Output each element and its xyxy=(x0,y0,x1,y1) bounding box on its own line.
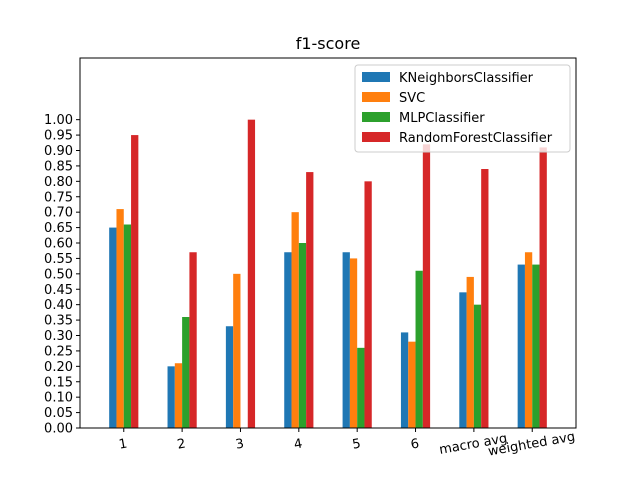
y-tick-label: 0.40 xyxy=(44,298,73,313)
y-tick-label: 0.95 xyxy=(44,129,73,144)
bar-RandomForestClassifier-6 xyxy=(422,144,431,429)
legend-label: MLPClassifier xyxy=(399,111,485,126)
legend-swatch xyxy=(362,72,390,82)
bar-MLPClassifier-weighted-avg xyxy=(532,264,540,428)
bar-KNeighborsClassifier-3 xyxy=(225,326,234,428)
x-tick-label: 1 xyxy=(118,436,129,452)
bar-KNeighborsClassifier-5 xyxy=(342,252,350,428)
x-tick-label: 6 xyxy=(410,436,421,452)
y-tick-label: 0.80 xyxy=(44,175,73,190)
bar-SVC-macro-avg xyxy=(466,276,474,428)
bar-RandomForestClassifier-5 xyxy=(364,181,372,428)
legend-label: RandomForestClassifier xyxy=(399,131,553,146)
x-tick-label: 3 xyxy=(234,436,245,452)
bar-MLPClassifier-2 xyxy=(182,317,190,428)
bar-KNeighborsClassifier-weighted-avg xyxy=(517,264,525,428)
bar-MLPClassifier-4 xyxy=(298,243,307,428)
y-tick-label: 0.00 xyxy=(44,422,73,437)
legend: KNeighborsClassifier SVC MLPClassifier Rand… xyxy=(354,64,571,153)
y-tick-label: 0.30 xyxy=(44,329,73,344)
bar-KNeighborsClassifier-2 xyxy=(167,366,175,428)
bar-KNeighborsClassifier-6 xyxy=(400,332,409,428)
bar-SVC-5 xyxy=(349,258,358,428)
y-tick-label: 0.70 xyxy=(44,206,73,221)
y-tick-label: 0.05 xyxy=(44,406,73,421)
bar-KNeighborsClassifier-1 xyxy=(109,227,117,428)
bar-RandomForestClassifier-macro-avg xyxy=(481,169,489,428)
legend-label: KNeighborsClassifier xyxy=(399,71,534,86)
bar-MLPClassifier-5 xyxy=(357,347,365,428)
y-tick-label: 0.55 xyxy=(44,252,73,267)
bar-MLPClassifier-macro-avg xyxy=(473,304,482,428)
x-tick-label: 2 xyxy=(176,436,187,452)
bar-SVC-4 xyxy=(291,212,299,428)
bar-SVC-2 xyxy=(174,363,183,428)
bar-MLPClassifier-6 xyxy=(415,270,423,428)
legend-swatch xyxy=(362,132,390,142)
bar-SVC-6 xyxy=(408,341,416,428)
legend-box xyxy=(354,64,571,153)
legend-swatch xyxy=(362,112,390,122)
y-tick-label: 0.10 xyxy=(44,391,73,406)
y-tick-label: 0.35 xyxy=(44,314,73,329)
bar-RandomForestClassifier-1 xyxy=(131,135,139,429)
bar-KNeighborsClassifier-macro-avg xyxy=(459,292,467,428)
bar-SVC-weighted-avg xyxy=(524,252,533,428)
bar-RandomForestClassifier-2 xyxy=(189,252,197,428)
y-tick-label: 0.65 xyxy=(44,221,73,236)
y-tick-label: 0.50 xyxy=(44,267,73,282)
bar-RandomForestClassifier-3 xyxy=(247,119,256,429)
x-tick-label: 4 xyxy=(293,436,304,452)
y-tick-label: 0.15 xyxy=(44,375,73,390)
y-tick-label: 0.90 xyxy=(44,144,73,159)
bars-layer xyxy=(109,119,547,429)
chart-title: f1-score xyxy=(296,34,361,53)
y-tick-label: 0.75 xyxy=(44,190,73,205)
y-tick-label: 0.20 xyxy=(44,360,73,375)
y-tick-label: 0.45 xyxy=(44,283,73,298)
y-tick-label: 0.25 xyxy=(44,344,73,359)
legend-swatch xyxy=(362,92,390,102)
bar-RandomForestClassifier-weighted-avg xyxy=(539,147,547,428)
y-axis: 0.000.050.100.150.200.250.300.350.400.45… xyxy=(44,113,80,437)
legend-label: SVC xyxy=(399,91,425,106)
y-tick-label: 0.60 xyxy=(44,237,73,252)
bar-RandomForestClassifier-4 xyxy=(306,172,314,428)
bar-SVC-1 xyxy=(116,209,124,428)
bar-KNeighborsClassifier-4 xyxy=(284,252,292,428)
y-tick-label: 1.00 xyxy=(44,113,73,128)
bar-SVC-3 xyxy=(233,273,241,428)
y-tick-label: 0.85 xyxy=(44,159,73,174)
x-tick-label: 5 xyxy=(351,436,362,452)
bar-MLPClassifier-1 xyxy=(123,224,132,428)
